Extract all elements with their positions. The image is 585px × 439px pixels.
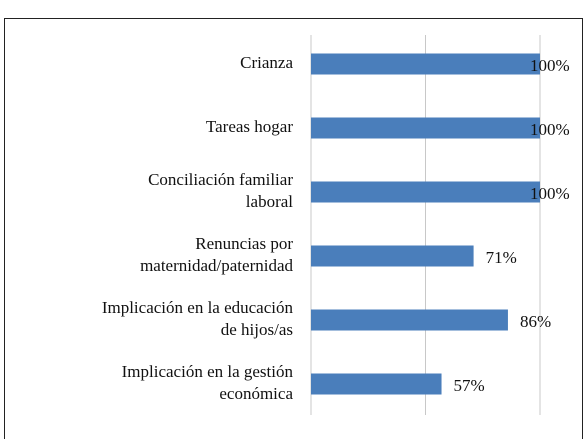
bar xyxy=(311,53,540,75)
y-tick-label: Conciliación familiar laboral xyxy=(148,170,293,211)
bar xyxy=(311,181,540,203)
value-label: 86% xyxy=(519,312,552,331)
y-tick-label: Implicación en la gestión económica xyxy=(121,362,293,403)
value-label: 100% xyxy=(530,120,570,139)
y-tick-label: Renuncias por maternidad/paternidad xyxy=(140,234,293,275)
y-tick-label: Implicación en la educación de hijos/as xyxy=(101,298,293,339)
value-label: 100% xyxy=(530,56,570,75)
bar xyxy=(311,373,442,395)
value-label: 100% xyxy=(530,184,570,203)
value-label: 57% xyxy=(453,376,485,395)
bar xyxy=(311,117,540,139)
bar xyxy=(311,309,508,331)
value-label: 71% xyxy=(485,248,517,267)
y-tick-label: Tareas hogar xyxy=(205,117,293,136)
bar xyxy=(311,245,474,267)
chart-border xyxy=(4,18,583,439)
y-tick-label: Crianza xyxy=(240,53,293,72)
